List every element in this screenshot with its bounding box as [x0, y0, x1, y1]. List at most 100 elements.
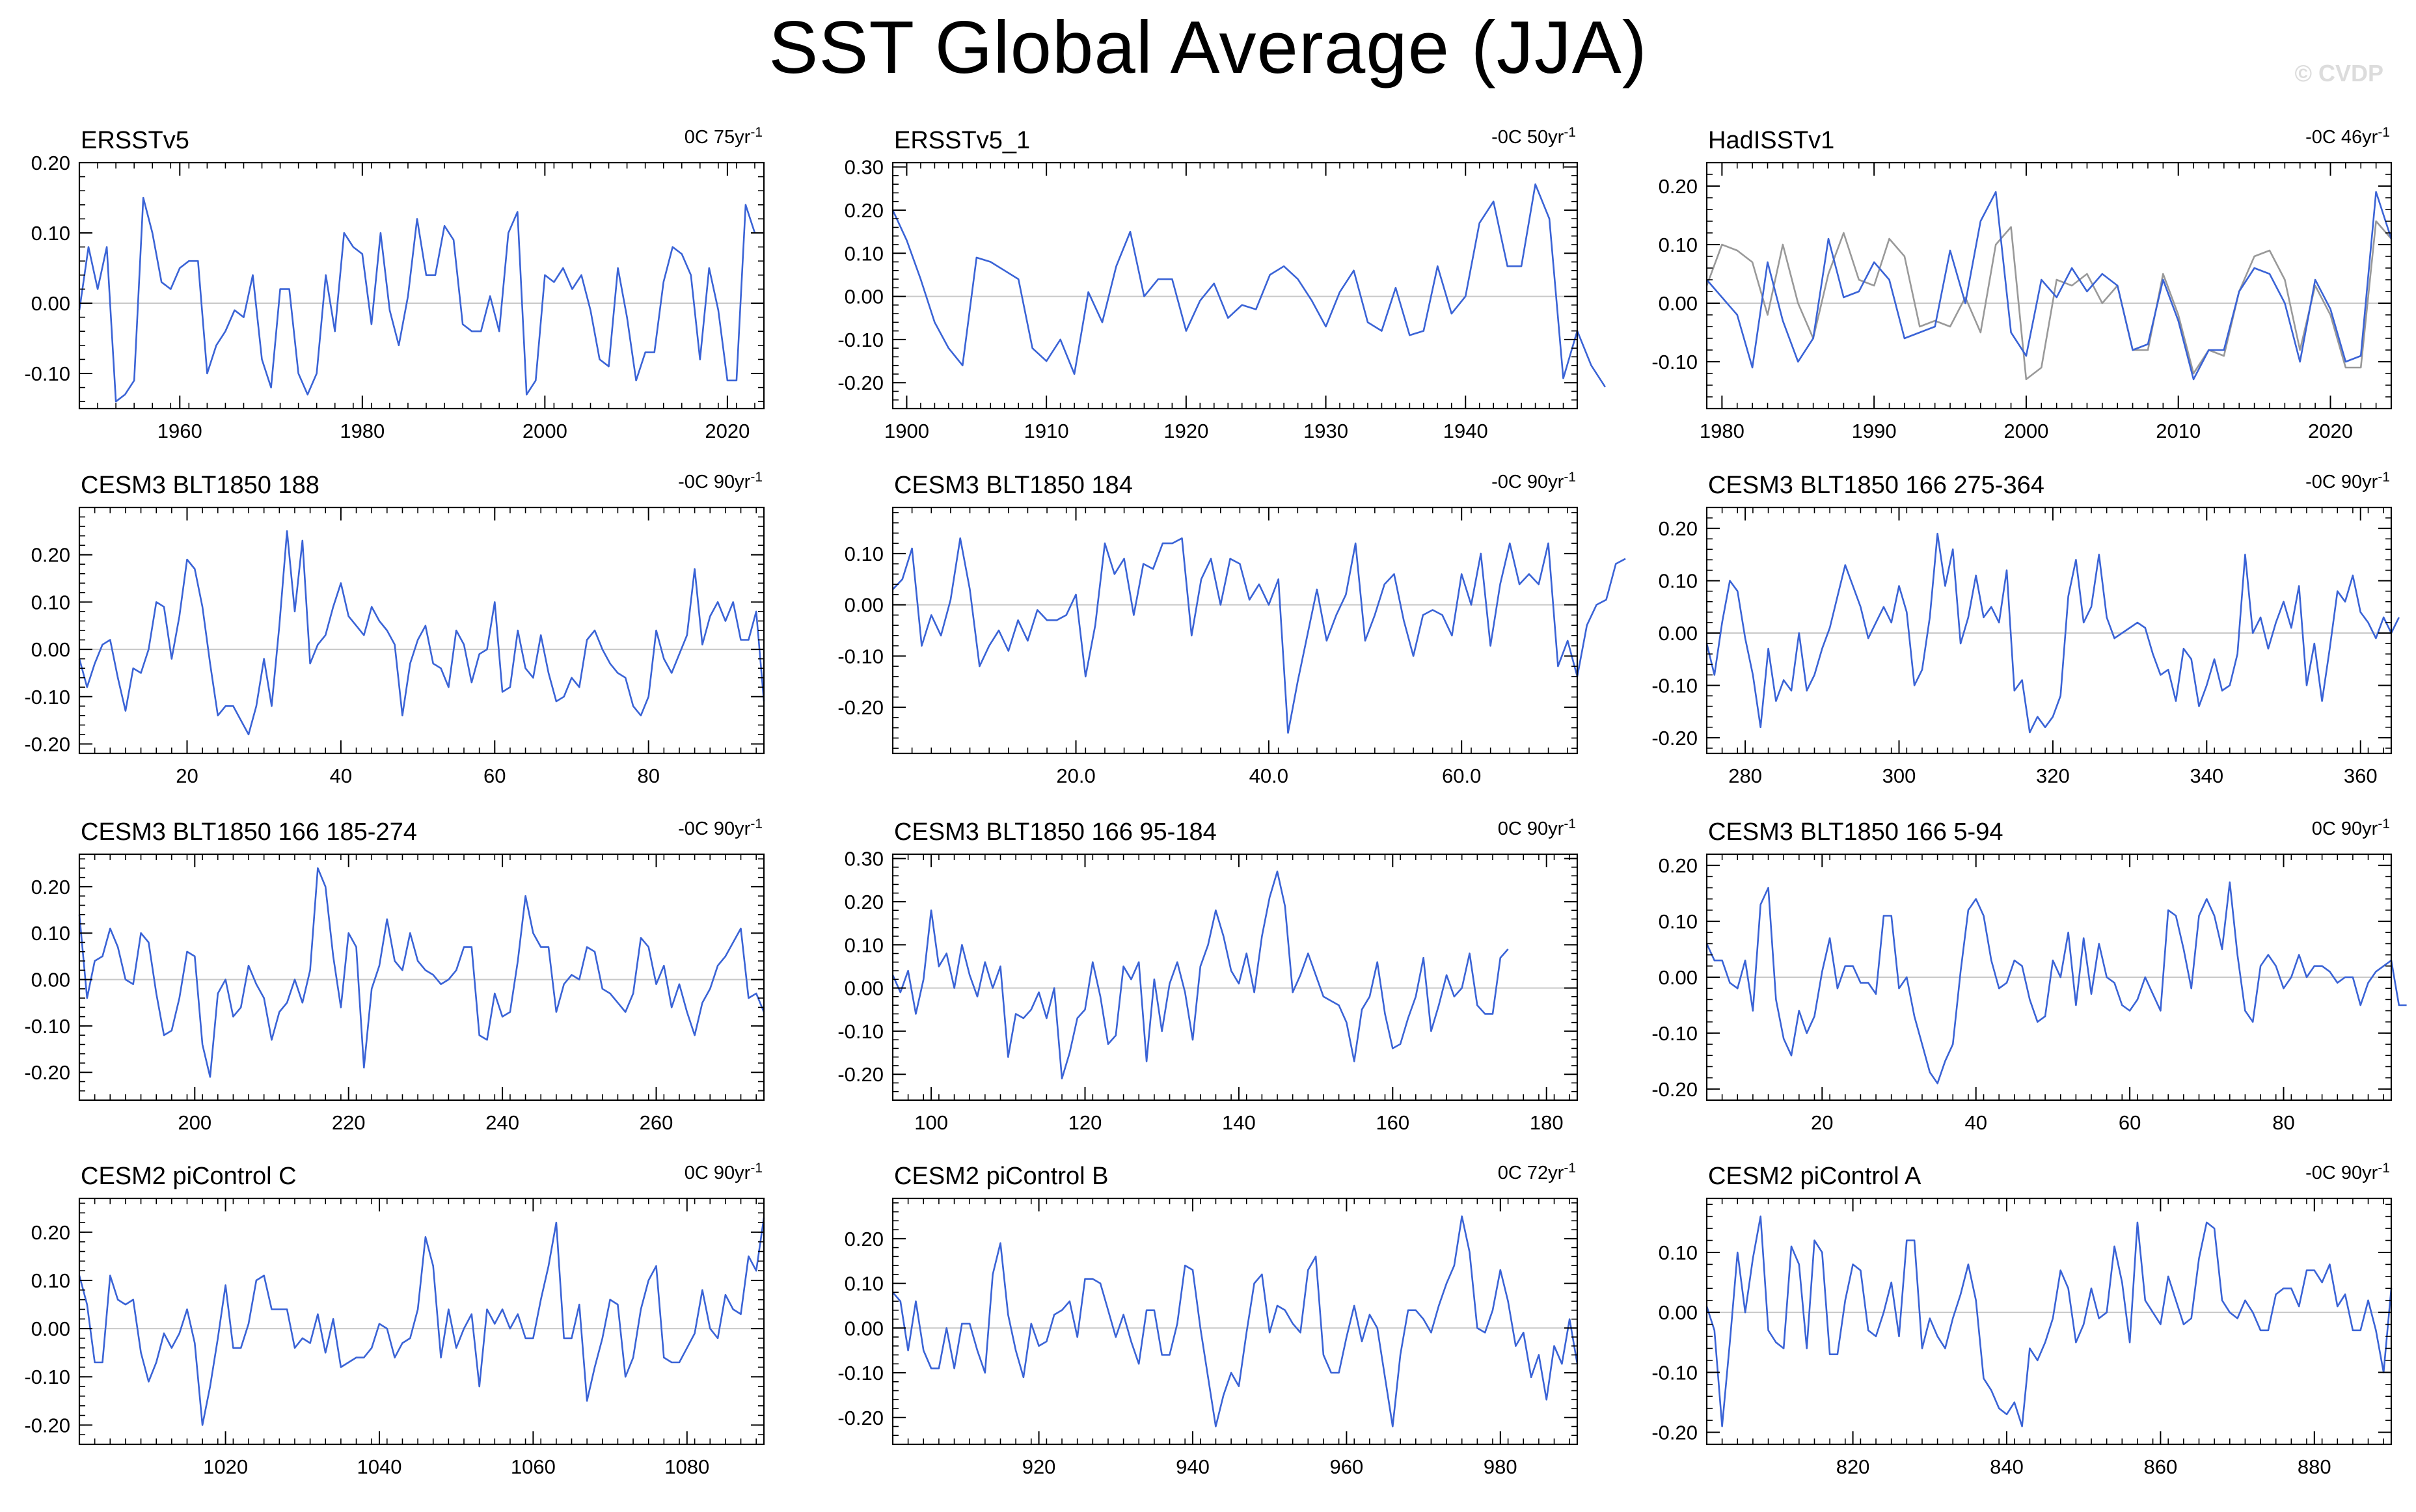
panel-title: CESM3 BLT1850 166 95-184	[894, 818, 1217, 846]
x-tick-label: 1920	[1163, 420, 1208, 442]
y-tick-label: -0.10	[837, 329, 884, 351]
y-tick-label: -0.20	[837, 371, 884, 394]
x-tick-label: 220	[332, 1111, 366, 1134]
y-tick-label: 0.10	[31, 222, 70, 245]
series-line	[78, 196, 756, 403]
y-tick-label: -0.20	[837, 696, 884, 719]
y-tick-label: 0.20	[31, 876, 70, 898]
panel-title: CESM2 piControl A	[1708, 1163, 1921, 1190]
y-tick-label: 0.00	[1659, 966, 1698, 989]
plot-frame	[891, 506, 1579, 755]
trend-unit: -1	[1564, 125, 1576, 140]
x-tick-label: 80	[2272, 1111, 2294, 1134]
y-tick-label: -0.10	[24, 362, 70, 385]
x-tick-label: 1080	[664, 1455, 709, 1478]
x-tick-label: 160	[1376, 1111, 1409, 1134]
series-line	[1706, 191, 2393, 381]
y-tick-label: -0.10	[837, 645, 884, 668]
plot-frame	[1705, 161, 2393, 410]
plot-frame	[1705, 506, 2393, 755]
x-tick-label: 2020	[2308, 420, 2353, 442]
x-tick-label: 1060	[511, 1455, 556, 1478]
y-tick-label: 0.00	[31, 1317, 70, 1340]
plot-frame	[891, 853, 1579, 1101]
y-tick-label: -0.20	[24, 733, 70, 755]
x-tick-label: 80	[637, 764, 659, 787]
series-line	[78, 1217, 765, 1426]
y-tick-label: 0.00	[845, 594, 884, 617]
trend-label: 0C 72yr-1	[1498, 1161, 1576, 1183]
trend-unit: -1	[750, 470, 763, 485]
plot-frame	[891, 1197, 1579, 1446]
panel-title: CESM2 piControl B	[894, 1163, 1108, 1190]
y-tick-label: 0.10	[845, 1273, 884, 1295]
panel-title: CESM3 BLT1850 166 185-274	[81, 818, 417, 846]
trend-unit: -1	[2378, 125, 2390, 140]
trend-unit: -1	[1564, 817, 1576, 831]
x-tick-label: 1980	[340, 420, 385, 442]
x-tick-label: 100	[914, 1111, 948, 1134]
x-tick-label: 20.0	[1056, 764, 1095, 787]
trend-label: -0C 90yr-1	[678, 817, 763, 839]
y-tick-label: 0.20	[845, 199, 884, 222]
x-tick-label: 140	[1222, 1111, 1256, 1134]
y-tick-label: 0.20	[31, 544, 70, 567]
trend-label: -0C 46yr-1	[2305, 125, 2390, 148]
y-tick-label: 0.20	[1659, 854, 1698, 877]
x-tick-label: 60	[483, 764, 506, 787]
x-tick-label: 1910	[1024, 420, 1069, 442]
panel-title: CESM2 piControl C	[81, 1163, 297, 1190]
y-tick-label: -0.20	[24, 1414, 70, 1437]
y-tick-label: 0.00	[31, 969, 70, 992]
watermark: © CVDP	[2294, 60, 2383, 87]
plot-frame	[78, 1197, 765, 1446]
y-tick-label: 0.10	[845, 934, 884, 956]
plot-frame	[78, 161, 765, 410]
x-tick-label: 1020	[203, 1455, 248, 1478]
plot-frame	[78, 853, 765, 1101]
x-tick-label: 1900	[884, 420, 929, 442]
x-tick-label: 860	[2144, 1455, 2178, 1478]
y-tick-label: 0.00	[31, 292, 70, 315]
x-tick-label: 980	[1484, 1455, 1517, 1478]
trend-unit: -1	[750, 1161, 763, 1176]
panel-8: 100 120 140 160 180 -0.20 -0.10 0.00 0.10 0.20 0.3…	[837, 817, 1579, 1134]
plot-frame	[78, 506, 765, 755]
y-tick-label: -0.10	[24, 686, 70, 709]
x-tick-label: 240	[485, 1111, 519, 1134]
trend-unit: -1	[750, 125, 763, 140]
y-tick-label: 0.00	[1659, 1301, 1698, 1324]
reference-series-line	[1705, 220, 2392, 381]
y-tick-label: -0.20	[1651, 727, 1698, 749]
panel-5: 20.0 40.0 60.0 -0.20 -0.10 0.00 0.10 CESM3 BLT1…	[837, 470, 1626, 787]
y-tick-label: 0.00	[845, 1317, 884, 1340]
y-tick-label: -0.10	[837, 1362, 884, 1384]
x-tick-label: 1980	[1700, 420, 1744, 442]
series-line	[1705, 1215, 2393, 1427]
trend-unit: -1	[2378, 1161, 2390, 1176]
x-tick-label: 2000	[523, 420, 567, 442]
y-tick-label: 0.20	[845, 891, 884, 913]
series-line	[891, 871, 1509, 1080]
trend-label: 0C 90yr-1	[2312, 817, 2390, 839]
panel-3: 1980 1990 2000 2010 2020 -0.10 0.00 0.10 0.20 Had…	[1651, 125, 2393, 442]
y-tick-label: 0.10	[845, 543, 884, 565]
x-tick-label: 280	[1728, 764, 1762, 787]
trend-label: -0C 90yr-1	[678, 470, 763, 493]
x-tick-label: 940	[1176, 1455, 1210, 1478]
panel-1: 1960 1980 2000 2020 -0.10 0.00 0.10 0.20 ERSSTv5…	[24, 125, 765, 442]
y-tick-label: -0.20	[1651, 1422, 1698, 1444]
y-tick-label: 0.30	[845, 848, 884, 871]
y-tick-label: -0.20	[837, 1063, 884, 1086]
x-tick-label: 360	[2344, 764, 2378, 787]
x-tick-label: 20	[1811, 1111, 1833, 1134]
x-tick-label: 300	[1882, 764, 1916, 787]
y-tick-label: 0.00	[1659, 622, 1698, 645]
y-tick-label: -0.10	[24, 1015, 70, 1038]
panel-11: 920 940 960 980 -0.20 -0.10 0.00 0.10 0.20 CESM2 …	[837, 1161, 1579, 1478]
x-tick-label: 840	[1990, 1455, 2024, 1478]
panel-4: 20 40 60 80 -0.20 -0.10 0.00 0.10 0.20 CESM3 BLT1…	[24, 470, 765, 787]
y-tick-label: 0.30	[845, 156, 884, 179]
y-tick-label: 0.10	[1659, 234, 1698, 256]
series-line	[1705, 532, 2400, 734]
